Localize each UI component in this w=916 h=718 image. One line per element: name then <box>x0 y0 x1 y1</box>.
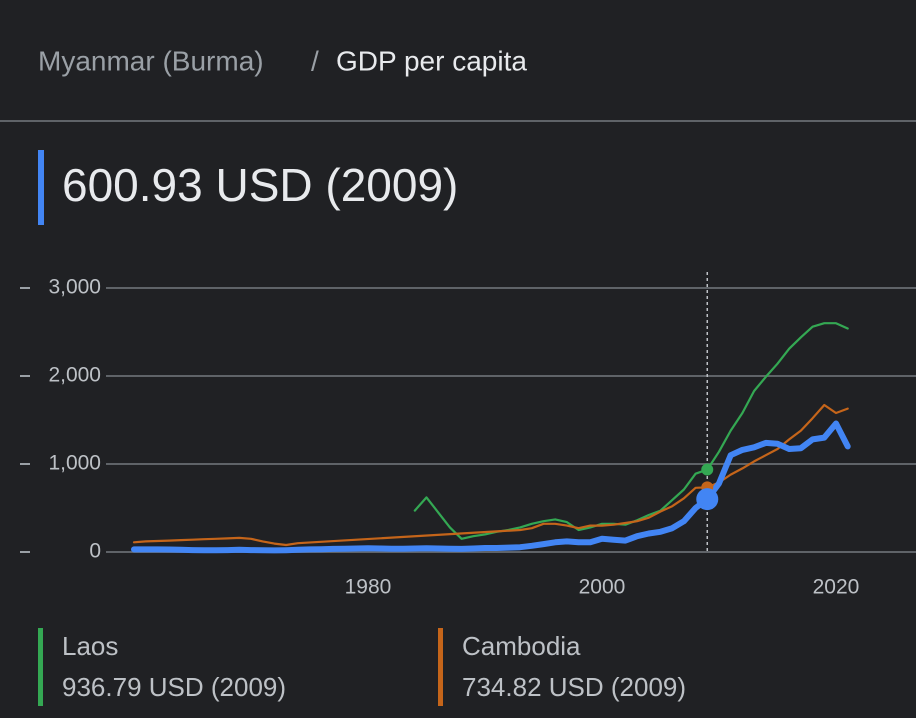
y-tick-label: 2,000 <box>48 364 101 387</box>
highlight-value: 600.93 USD (2009) <box>62 159 458 211</box>
y-tick-label: 3,000 <box>48 276 101 299</box>
highlight-dot <box>701 463 714 476</box>
breadcrumb-country[interactable]: Myanmar (Burma) <box>38 45 264 76</box>
highlight-dot <box>696 488 719 511</box>
legend-swatch <box>438 628 443 706</box>
series-line <box>132 403 849 547</box>
x-tick-label: 2000 <box>579 576 626 599</box>
legend-name: Cambodia <box>462 631 581 661</box>
x-tick-label: 1980 <box>345 576 392 599</box>
legend-swatch <box>38 628 43 706</box>
series-line <box>413 322 849 540</box>
legend-value: 734.82 USD (2009) <box>462 672 686 702</box>
x-tick-label: 2020 <box>813 576 860 599</box>
series-line <box>131 420 851 554</box>
plot: 0 1,000 2,000 3,000 1980 2000 2020 Laos 936.79 U… <box>20 272 916 706</box>
breadcrumb-metric: GDP per capita <box>336 45 527 76</box>
y-tick-label: 0 <box>89 540 101 563</box>
highlight-bar <box>38 150 44 225</box>
legend-value: 936.79 USD (2009) <box>62 672 286 702</box>
breadcrumb-separator: / <box>311 45 319 76</box>
y-tick-label: 1,000 <box>48 452 101 475</box>
legend-name: Laos <box>62 631 118 661</box>
